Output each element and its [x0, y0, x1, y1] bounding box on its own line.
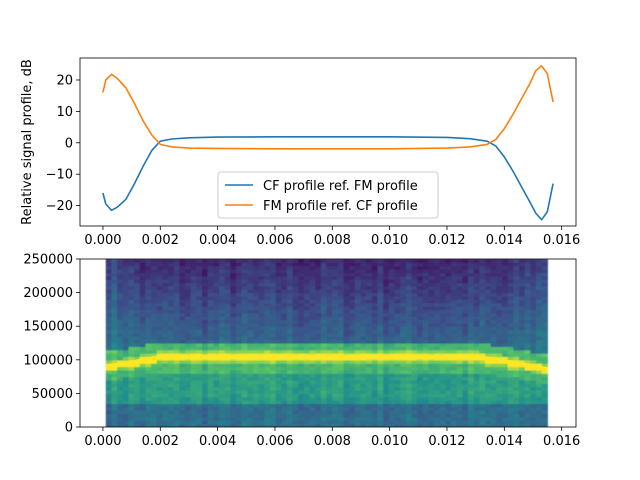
bottom-x-tick-label: 0.000 — [84, 434, 121, 449]
profile-line-chart: 0.000 0.002 0.004 0.006 0.008 0.010 0.012 0.014… — [20, 57, 580, 248]
top-x-tick-label: 0.014 — [486, 233, 523, 248]
bottom-y-tick-label: 250000 — [23, 253, 73, 268]
top-x-tick-label: 0.016 — [543, 233, 580, 248]
spectrogram-cells — [105, 259, 548, 427]
bottom-x-tick-label: 0.004 — [199, 434, 236, 449]
spectrogram-image — [105, 259, 548, 427]
top-x-tick-label: 0.006 — [256, 233, 293, 248]
top-x-tick-label: 0.000 — [84, 233, 121, 248]
top-x-tick-label: 0.002 — [142, 233, 179, 248]
bottom-x-tick-label: 0.010 — [371, 434, 408, 449]
series-line-0 — [102, 136, 554, 221]
bottom-x-tick-label: 0.014 — [486, 434, 523, 449]
bottom-x-tick-label: 0.016 — [543, 434, 580, 449]
bottom-y-tick-label: 150000 — [23, 320, 73, 335]
bottom-x-tick-label: 0.002 — [142, 434, 179, 449]
top-y-ticks: −20 −10 0 10 20 — [46, 73, 80, 214]
legend-label-fm: FM profile ref. CF profile — [263, 199, 418, 214]
top-x-tick-label: 0.010 — [371, 233, 408, 248]
top-x-tick-label: 0.004 — [199, 233, 236, 248]
top-y-tick-label: −10 — [46, 168, 73, 183]
legend-label-cf: CF profile ref. FM profile — [263, 179, 418, 194]
spectrogram-ridge — [105, 355, 548, 372]
legend: CF profile ref. FM profile FM profile re… — [217, 171, 439, 219]
top-y-tick-label: 20 — [56, 73, 73, 88]
bottom-x-tick-label: 0.006 — [256, 434, 293, 449]
top-axes-border — [79, 57, 577, 227]
bottom-x-tick-label: 0.008 — [314, 434, 351, 449]
top-y-tick-label: 0 — [65, 136, 73, 151]
top-series-group — [102, 65, 554, 221]
legend-box — [217, 171, 439, 219]
top-y-tick-label: −20 — [46, 199, 73, 214]
bottom-axes-border — [79, 258, 577, 428]
bottom-x-tick-label: 0.012 — [428, 434, 465, 449]
top-x-tick-label: 0.012 — [428, 233, 465, 248]
bottom-y-tick-label: 0 — [65, 421, 73, 436]
spectrogram-chart: 0.000 0.002 0.004 0.006 0.008 0.010 0.012 0.014… — [23, 253, 580, 450]
top-x-tick-label: 0.008 — [314, 233, 351, 248]
series-line-1 — [102, 65, 554, 150]
bottom-y-tick-label: 50000 — [32, 387, 73, 402]
bottom-y-ticks: 0 50000 100000 150000 200000 250000 — [23, 253, 80, 436]
top-y-tick-label: 10 — [56, 105, 73, 120]
bottom-y-tick-label: 200000 — [23, 286, 73, 301]
top-x-ticks: 0.000 0.002 0.004 0.006 0.008 0.010 0.012 0.014… — [84, 226, 580, 248]
bottom-y-tick-label: 100000 — [23, 353, 73, 368]
top-y-axis-label: Relative signal profile, dB — [20, 59, 35, 225]
bottom-x-ticks: 0.000 0.002 0.004 0.006 0.008 0.010 0.012 0.014… — [84, 427, 580, 449]
